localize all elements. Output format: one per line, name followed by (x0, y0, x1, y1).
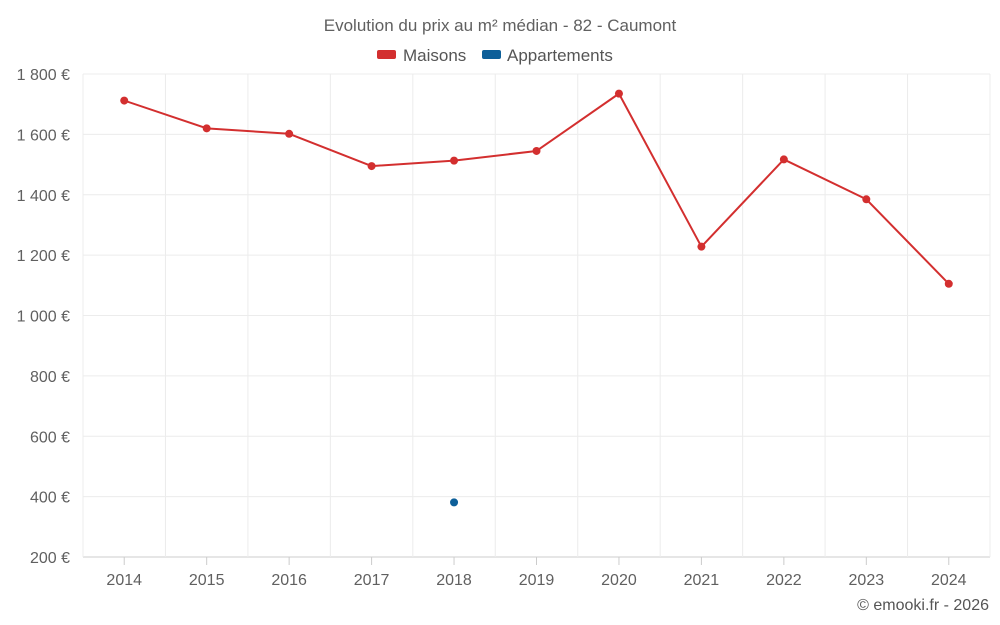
series (120, 89, 953, 507)
data-point-maisons-2018[interactable] (450, 156, 459, 165)
data-point-appartements-2018[interactable] (450, 498, 459, 507)
data-point-maisons-2022[interactable] (779, 155, 788, 164)
grid (82, 73, 991, 558)
y-tick-label: 1 800 € (17, 67, 70, 84)
data-point-maisons-2019[interactable] (532, 146, 541, 155)
legend-swatch-maisons (377, 50, 396, 59)
y-tick-label: 800 € (30, 369, 70, 386)
legend-label-appartements[interactable]: Appartements (507, 46, 613, 65)
x-tick-label: 2020 (601, 572, 637, 589)
x-tick-label: 2017 (354, 572, 390, 589)
x-tick-label: 2019 (519, 572, 555, 589)
y-axis: 200 € 400 € 600 € 800 € 1 000 € 1 200 € 1 400 … (17, 67, 70, 567)
credit-text[interactable]: © emooki.fr - 2026 (857, 597, 989, 614)
x-tick-label: 2014 (106, 572, 142, 589)
y-tick-label: 1 000 € (17, 309, 70, 326)
y-tick-label: 1 600 € (17, 127, 70, 144)
legend-swatch-appartements (482, 50, 501, 59)
data-point-maisons-2017[interactable] (367, 162, 376, 171)
legend-item-appartements[interactable]: Appartements (482, 46, 613, 65)
x-tick-label: 2015 (189, 572, 225, 589)
x-tick-label: 2021 (684, 572, 720, 589)
x-tick-label: 2018 (436, 572, 472, 589)
series-maisons (120, 89, 953, 288)
legend[interactable]: Maisons Appartements (377, 46, 613, 65)
y-tick-label: 400 € (30, 490, 70, 507)
data-point-maisons-2020[interactable] (614, 89, 623, 98)
y-tick-label: 1 200 € (17, 248, 70, 265)
legend-item-maisons[interactable]: Maisons (377, 46, 466, 65)
data-point-maisons-2016[interactable] (285, 129, 294, 138)
data-point-maisons-2021[interactable] (697, 242, 706, 251)
legend-label-maisons[interactable]: Maisons (403, 46, 466, 65)
x-tick-label: 2023 (849, 572, 885, 589)
data-point-maisons-2024[interactable] (944, 279, 953, 288)
chart-title: Evolution du prix au m² médian - 82 - Ca… (324, 16, 677, 35)
y-tick-label: 200 € (30, 550, 70, 567)
y-tick-label: 1 400 € (17, 188, 70, 205)
series-appartements (450, 498, 459, 507)
data-point-maisons-2023[interactable] (862, 195, 871, 204)
data-point-maisons-2014[interactable] (120, 96, 129, 105)
x-tick-label: 2016 (271, 572, 307, 589)
x-tick-label: 2022 (766, 572, 802, 589)
data-point-maisons-2015[interactable] (202, 124, 211, 133)
y-tick-label: 600 € (30, 429, 70, 446)
x-axis: 2014 2015 2016 2017 2018 2019 2020 2021 2022 2023… (106, 557, 967, 589)
x-tick-label: 2024 (931, 572, 967, 589)
